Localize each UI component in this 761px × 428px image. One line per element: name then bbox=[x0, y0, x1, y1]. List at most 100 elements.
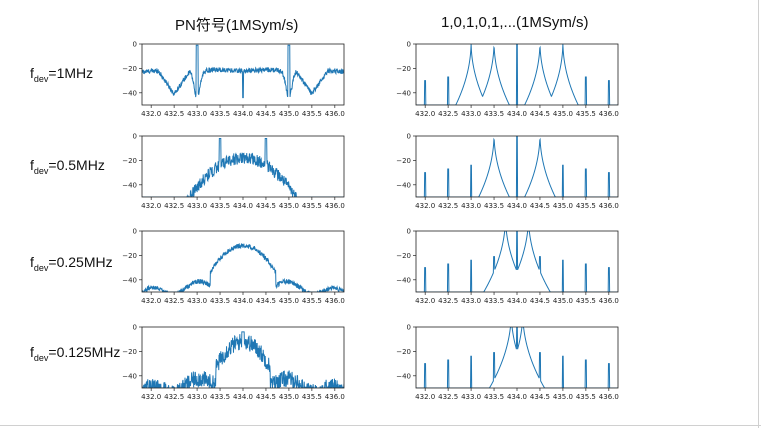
x-tick-label: 434.0 bbox=[233, 393, 253, 401]
spectrum-line bbox=[416, 44, 618, 105]
spectrum-line bbox=[142, 137, 344, 197]
x-tick-label: 434.0 bbox=[507, 202, 527, 210]
spectrum-line bbox=[416, 136, 618, 197]
x-tick-label: 434.0 bbox=[233, 202, 253, 210]
y-tick-label: −40 bbox=[396, 276, 411, 284]
x-tick-label: 435.5 bbox=[302, 202, 322, 210]
y-tick-label: −20 bbox=[122, 157, 137, 165]
x-tick-label: 432.5 bbox=[164, 297, 184, 305]
x-tick-label: 435.0 bbox=[279, 202, 299, 210]
x-tick-label: 433.0 bbox=[187, 393, 207, 401]
spectrum-line bbox=[416, 327, 618, 388]
frame-border-bottom bbox=[0, 425, 761, 426]
x-tick-label: 436.0 bbox=[599, 202, 619, 210]
chart-alternating-fdev-0.125MHz: 432.0 432.5 433.0 433.5 434.0 434.5 435.0 435.5… bbox=[396, 324, 619, 402]
x-tick-label: 432.0 bbox=[415, 202, 435, 210]
spectrum-line bbox=[142, 243, 344, 292]
x-tick-label: 432.0 bbox=[415, 393, 435, 401]
x-tick-label: 433.5 bbox=[210, 393, 230, 401]
y-tick-label: −40 bbox=[122, 89, 137, 97]
x-tick-label: 433.0 bbox=[187, 110, 207, 118]
y-tick-label: −20 bbox=[396, 157, 411, 165]
x-tick-label: 436.0 bbox=[599, 110, 619, 118]
x-tick-label: 432.5 bbox=[164, 110, 184, 118]
x-tick-label: 435.0 bbox=[279, 393, 299, 401]
y-tick-label: −40 bbox=[122, 276, 137, 284]
x-tick-label: 433.5 bbox=[484, 393, 504, 401]
x-tick-label: 435.0 bbox=[553, 110, 573, 118]
y-tick-label: 0 bbox=[133, 228, 137, 236]
x-tick-label: 432.0 bbox=[141, 393, 161, 401]
x-tick-label: 435.5 bbox=[302, 110, 322, 118]
x-tick-label: 434.0 bbox=[507, 110, 527, 118]
chart-pn-fdev-0.5MHz: 432.0 432.5 433.0 433.5 434.0 434.5 435.0 435.5… bbox=[122, 133, 345, 211]
x-tick-label: 433.0 bbox=[461, 297, 481, 305]
x-tick-label: 433.5 bbox=[210, 202, 230, 210]
y-tick-label: 0 bbox=[133, 324, 137, 332]
y-tick-label: −40 bbox=[122, 372, 137, 380]
x-tick-label: 434.5 bbox=[530, 297, 550, 305]
y-tick-label: −20 bbox=[396, 348, 411, 356]
x-tick-label: 434.5 bbox=[256, 202, 276, 210]
y-tick-label: 0 bbox=[407, 133, 411, 141]
plot-frame bbox=[141, 135, 345, 198]
x-tick-label: 435.5 bbox=[576, 202, 596, 210]
x-tick-label: 433.0 bbox=[461, 393, 481, 401]
spectrum-line bbox=[416, 231, 618, 292]
x-tick-label: 433.0 bbox=[461, 202, 481, 210]
x-tick-label: 432.0 bbox=[141, 202, 161, 210]
spectrum-line bbox=[142, 331, 344, 388]
x-tick-label: 432.5 bbox=[164, 202, 184, 210]
y-tick-label: −20 bbox=[122, 252, 137, 260]
x-tick-label: 434.5 bbox=[256, 297, 276, 305]
row-label-fdev-0.5MHz: fdev=0.5MHz bbox=[30, 157, 105, 176]
x-tick-label: 432.5 bbox=[438, 202, 458, 210]
right-column-title: 1,0,1,0,1,...(1MSym/s) bbox=[441, 14, 589, 31]
x-tick-label: 434.0 bbox=[507, 297, 527, 305]
y-tick-label: −40 bbox=[396, 372, 411, 380]
x-tick-label: 436.0 bbox=[325, 297, 345, 305]
plot-frame bbox=[141, 326, 345, 389]
x-tick-label: 436.0 bbox=[325, 110, 345, 118]
y-tick-label: 0 bbox=[133, 133, 137, 141]
x-tick-label: 435.5 bbox=[576, 393, 596, 401]
x-tick-label: 436.0 bbox=[325, 202, 345, 210]
x-tick-label: 435.0 bbox=[553, 393, 573, 401]
x-tick-label: 435.5 bbox=[576, 110, 596, 118]
x-tick-label: 435.5 bbox=[576, 297, 596, 305]
x-tick-label: 432.0 bbox=[141, 297, 161, 305]
chart-pn-fdev-0.25MHz: 432.0 432.5 433.0 433.5 434.0 434.5 435.0 435.5… bbox=[122, 228, 345, 306]
chart-alternating-fdev-0.25MHz: 432.0 432.5 433.0 433.5 434.0 434.5 435.0 435.5… bbox=[396, 228, 619, 306]
x-tick-label: 433.5 bbox=[484, 297, 504, 305]
x-tick-label: 434.0 bbox=[507, 393, 527, 401]
x-tick-label: 436.0 bbox=[599, 393, 619, 401]
x-tick-label: 436.0 bbox=[599, 297, 619, 305]
x-tick-label: 435.0 bbox=[553, 202, 573, 210]
spectrum-line bbox=[142, 44, 344, 99]
x-tick-label: 432.5 bbox=[438, 110, 458, 118]
x-tick-label: 433.5 bbox=[484, 202, 504, 210]
x-tick-label: 432.5 bbox=[164, 393, 184, 401]
chart-alternating-fdev-1MHz: 432.0 432.5 433.0 433.5 434.0 434.5 435.0 435.5… bbox=[396, 41, 619, 119]
x-tick-label: 434.5 bbox=[256, 393, 276, 401]
x-tick-label: 435.5 bbox=[302, 297, 322, 305]
x-tick-label: 433.0 bbox=[187, 297, 207, 305]
plot-frame bbox=[141, 230, 345, 293]
x-tick-label: 433.5 bbox=[210, 110, 230, 118]
x-tick-label: 435.0 bbox=[279, 110, 299, 118]
y-tick-label: −20 bbox=[122, 348, 137, 356]
x-tick-label: 435.0 bbox=[279, 297, 299, 305]
x-tick-label: 434.0 bbox=[233, 297, 253, 305]
row-label-fdev-0.125MHz: fdev=0.125MHz bbox=[30, 344, 121, 363]
x-tick-label: 432.5 bbox=[438, 297, 458, 305]
x-tick-label: 434.5 bbox=[256, 110, 276, 118]
x-tick-label: 434.5 bbox=[530, 393, 550, 401]
x-tick-label: 434.0 bbox=[233, 110, 253, 118]
x-tick-label: 436.0 bbox=[325, 393, 345, 401]
x-tick-label: 432.5 bbox=[438, 393, 458, 401]
x-tick-label: 433.5 bbox=[210, 297, 230, 305]
y-tick-label: 0 bbox=[133, 41, 137, 49]
y-tick-label: −40 bbox=[122, 181, 137, 189]
frame-border-right bbox=[758, 0, 759, 428]
y-tick-label: 0 bbox=[407, 324, 411, 332]
